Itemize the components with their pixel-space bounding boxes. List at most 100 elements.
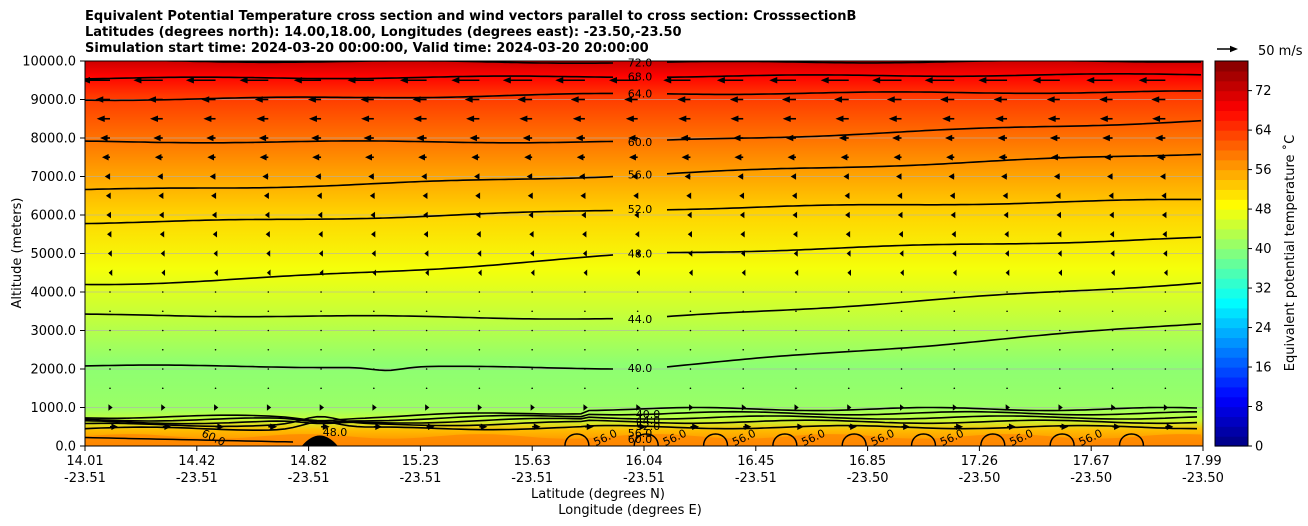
wind-head — [185, 77, 194, 84]
wind-dot — [689, 329, 692, 332]
wind-vector — [320, 310, 322, 313]
wind-vector — [1111, 329, 1114, 332]
colorbar-tick-label: 0 — [1255, 440, 1263, 455]
wind-dot — [847, 291, 850, 293]
surface-contour-8 — [1118, 433, 1145, 446]
wind-vector — [792, 192, 797, 199]
wind-head — [474, 173, 480, 180]
wind-vector — [978, 77, 1008, 84]
wind-vector — [412, 96, 427, 103]
wind-dot — [1006, 348, 1008, 351]
wind-vector — [1164, 348, 1167, 351]
wind-vector — [899, 404, 905, 411]
wind-vector — [104, 173, 111, 180]
wind-head — [239, 77, 248, 84]
wind-vector — [109, 368, 111, 370]
wind-vector — [1164, 329, 1167, 332]
wind-vector — [206, 134, 216, 142]
wind-vector — [893, 154, 902, 161]
wind-head — [847, 269, 852, 276]
wind-vector — [476, 231, 481, 238]
wind-dot — [847, 368, 850, 370]
colorbar-band — [1215, 347, 1248, 358]
x-tick-label-lon: -23.51 — [288, 471, 330, 486]
wind-head — [375, 423, 382, 430]
wind-dot — [900, 310, 903, 313]
wind-vector — [154, 154, 163, 161]
wind-vector — [95, 96, 110, 103]
wind-dot — [1164, 387, 1167, 390]
wind-vector — [529, 231, 534, 238]
wind-vector — [416, 134, 427, 142]
wind-vector — [636, 404, 641, 411]
wind-head — [686, 192, 692, 199]
wind-head — [1086, 77, 1095, 84]
wind-dot — [636, 329, 639, 332]
wind-head — [1005, 269, 1010, 276]
wind-vector — [214, 310, 217, 313]
wind-vector — [267, 387, 270, 390]
wind-vector — [1110, 250, 1115, 257]
wind-vector — [689, 387, 692, 390]
wind-dot — [1059, 348, 1061, 351]
wind-dot — [161, 310, 164, 313]
wind-head — [293, 77, 302, 84]
contour-line-44.0 — [85, 282, 1202, 320]
wind-head — [1109, 211, 1114, 219]
x-tick-label-lat: 14.42 — [178, 454, 215, 469]
wind-head — [730, 115, 739, 122]
wind-dot — [689, 291, 692, 293]
wind-head — [948, 173, 955, 180]
wind-vector — [531, 329, 533, 332]
wind-vector — [1107, 173, 1113, 180]
wind-dot — [689, 368, 692, 370]
wind-vector — [729, 96, 744, 103]
wind-dot — [531, 368, 533, 370]
wind-vector — [425, 329, 428, 332]
wind-dot — [900, 387, 903, 390]
wind-vector — [584, 291, 586, 293]
wind-head — [834, 96, 843, 103]
boundary-contour-label: 60.0 — [628, 433, 653, 446]
wind-vector — [582, 231, 587, 238]
wind-vector — [524, 154, 533, 161]
wind-head — [214, 404, 219, 411]
x-tick-label-lon: -23.50 — [847, 471, 889, 486]
wind-head — [850, 423, 857, 430]
wind-dot — [1006, 310, 1008, 313]
wind-head — [1111, 404, 1116, 411]
wind-head — [522, 134, 530, 142]
wind-vector — [320, 291, 322, 293]
colorbar-band — [1215, 61, 1248, 72]
wind-vector — [239, 77, 269, 84]
wind-vector — [1049, 134, 1060, 142]
wind-vector — [948, 173, 955, 180]
wind-vector — [892, 134, 902, 142]
wind-dot — [267, 310, 270, 313]
wind-vector — [371, 250, 376, 257]
colorbar: 0 8 16 24 32 40 48 56 64 72 — [1214, 60, 1272, 455]
colorbar-band — [1215, 100, 1248, 111]
x-tick-label-lat: 14.82 — [290, 454, 327, 469]
wind-head — [1102, 134, 1110, 142]
chart-title-line-2: Latitudes (degrees north): 14.00,18.00, … — [85, 25, 682, 40]
wind-vector — [1056, 211, 1062, 219]
wind-vector — [953, 310, 956, 313]
wind-vector — [363, 134, 374, 142]
wind-vector — [1047, 115, 1060, 122]
wind-dot — [267, 348, 270, 351]
wind-vector — [769, 77, 796, 84]
wind-head — [1058, 404, 1063, 411]
wind-vector — [110, 423, 119, 430]
y-tick-label: 3000.0 — [31, 324, 77, 339]
wind-vector — [321, 423, 330, 430]
wind-vector — [940, 96, 955, 103]
wind-vector — [584, 368, 586, 370]
wind-vector — [203, 115, 216, 122]
x-tick-label-lon: -23.50 — [1182, 471, 1224, 486]
wind-head — [1155, 134, 1163, 142]
x-tick-label-lat: 16.85 — [849, 454, 886, 469]
wind-head — [1008, 423, 1016, 430]
wind-dot — [1111, 387, 1114, 390]
